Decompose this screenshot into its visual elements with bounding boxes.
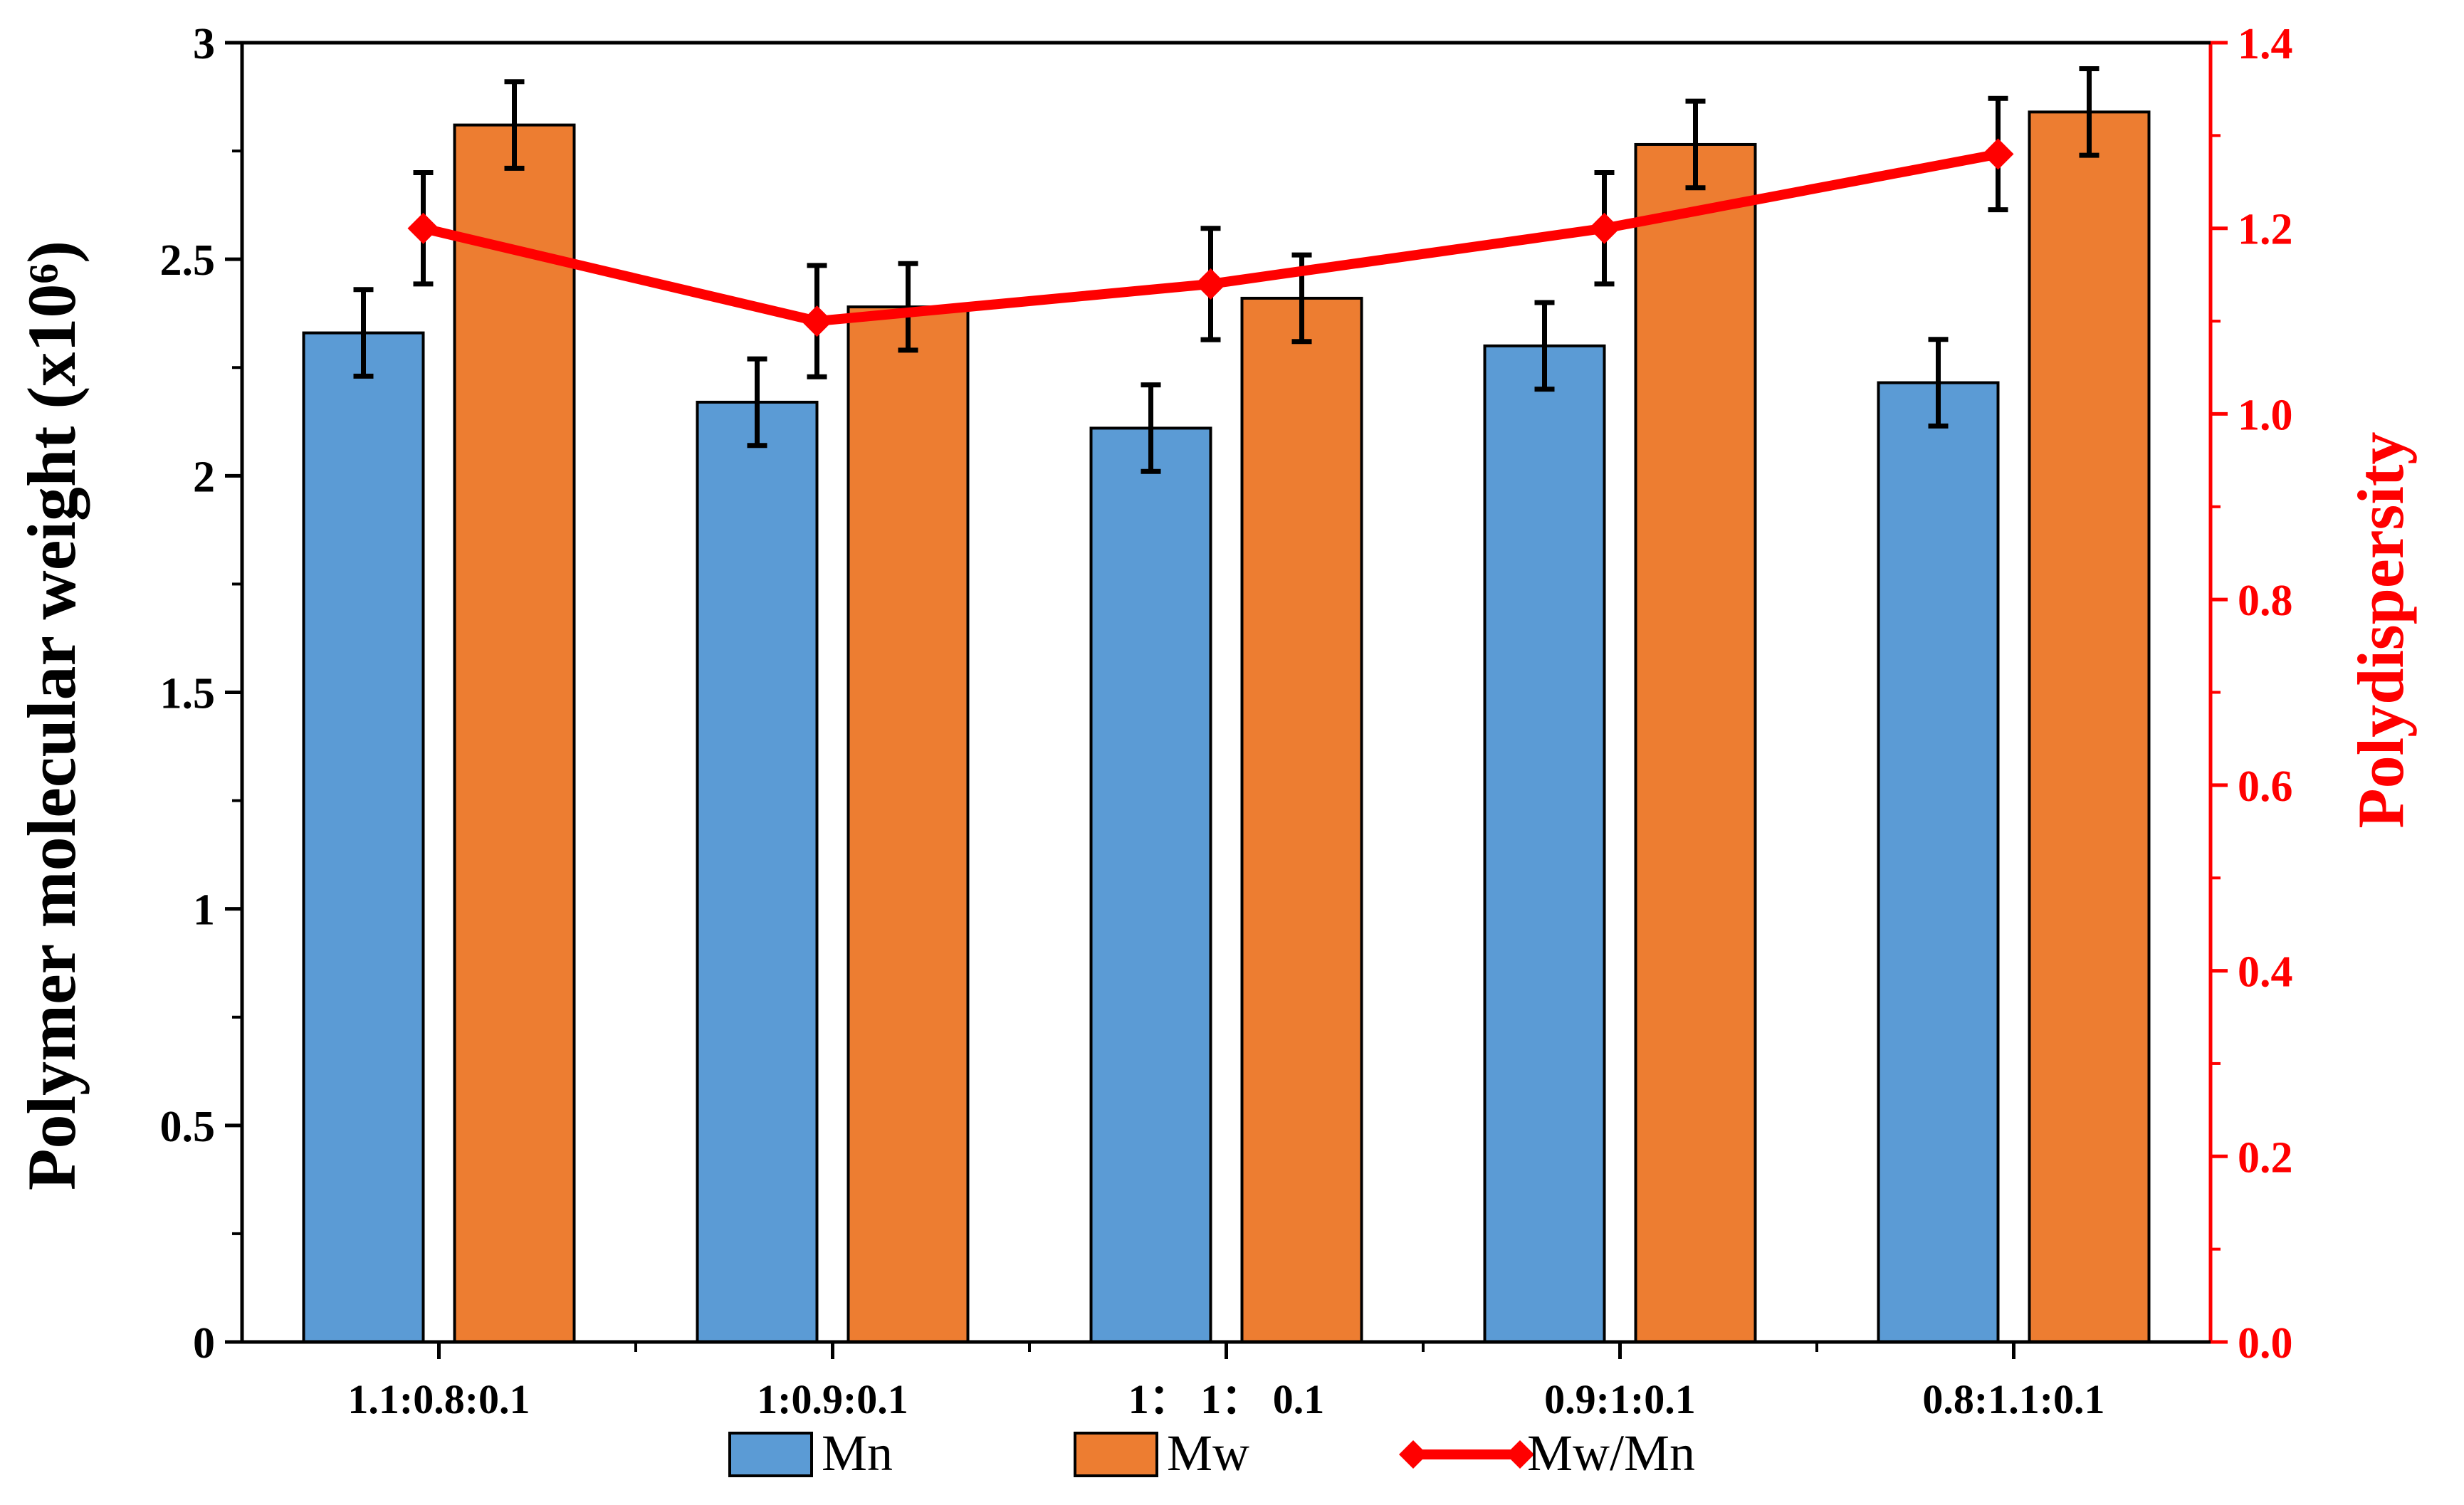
y-tick-label: 2.5 — [160, 236, 216, 285]
legend-item-mw: Mw — [1074, 1425, 1249, 1482]
bar-mw-3 — [1240, 296, 1363, 1344]
y-tick-label: 1 — [193, 886, 215, 935]
x-tick-label: 0.8:1.1:0.1 — [1922, 1376, 2104, 1422]
y2-tick-label: 0.6 — [2238, 762, 2293, 811]
y2-tick-label: 0.4 — [2238, 948, 2293, 997]
legend-label: Mw/Mn — [1527, 1425, 1695, 1482]
y2-tick-label: 0.0 — [2238, 1319, 2293, 1368]
bar-mn-2 — [696, 400, 819, 1344]
polydispersity-point-3 — [1195, 268, 1227, 300]
legend-item-mn: Mn — [728, 1425, 893, 1482]
legend-marker-2 — [1506, 1440, 1534, 1469]
y-tick-label: 2 — [193, 453, 215, 501]
x-tick-label: 1:0.9:0.1 — [757, 1376, 908, 1422]
y-tick-label: 0.5 — [160, 1103, 216, 1151]
legend-swatch-mn — [728, 1432, 813, 1477]
y-tick-label: 0 — [193, 1319, 215, 1368]
bar-mn-3 — [1089, 426, 1212, 1344]
bar-mw-1 — [453, 123, 576, 1343]
y2-tick-label: 0.8 — [2238, 577, 2293, 625]
y2-axis-title: Polydispersity — [2344, 431, 2417, 828]
polydispersity-point-4 — [1588, 212, 1620, 244]
bar-mn-4 — [1483, 344, 1606, 1343]
polydispersity-point-5 — [1982, 138, 2014, 170]
polydispersity-point-2 — [801, 305, 833, 337]
x-tick-label: 1.1:0.8:0.1 — [347, 1376, 530, 1422]
polydispersity-line-layer — [407, 138, 2014, 337]
x-tick-label: 0.9:1:0.1 — [1544, 1376, 1696, 1422]
y-tick-label: 3 — [193, 20, 215, 68]
bar-mw-2 — [846, 305, 970, 1343]
polydispersity-point-1 — [407, 212, 439, 244]
y2-tick-label: 1.2 — [2238, 206, 2293, 254]
legend-label: Mn — [822, 1425, 893, 1482]
legend-label: Mw — [1167, 1425, 1249, 1482]
y2-tick-label: 1.0 — [2238, 391, 2293, 439]
bars-layer — [302, 110, 2151, 1344]
y2-tick-label: 0.2 — [2238, 1133, 2293, 1182]
bar-mn-5 — [1877, 381, 2000, 1344]
legend: Mn Mw Mw/Mn — [728, 1425, 1695, 1482]
ticks-layer: 0 0.5 1 1.5 2 2.5 3 0.0 0.2 0.4 0.6 0.8 1.0 1.2 1.4 1.1… — [160, 20, 2293, 1422]
y2-tick-label: 1.4 — [2238, 20, 2293, 68]
bar-mn-1 — [302, 331, 425, 1343]
bar-mw-5 — [2028, 110, 2151, 1343]
legend-swatch-mw — [1074, 1432, 1158, 1477]
bar-mw-4 — [1634, 142, 1757, 1343]
x-tick-label: 1： 1： 0.1 — [1128, 1376, 1325, 1422]
y-tick-label: 1.5 — [160, 670, 216, 718]
legend-item-mw-mn: Mw/Mn — [1399, 1425, 1695, 1482]
y-axis-title: Polymer molecular weight (x10⁶) — [14, 241, 90, 1190]
legend-marker-1 — [1399, 1440, 1427, 1469]
